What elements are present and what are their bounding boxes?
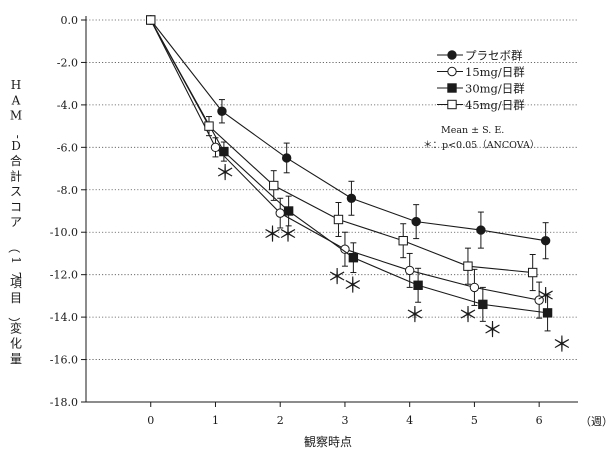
data-point-2-4 [413, 280, 423, 290]
stats-note-mean: Mean ± S. E. [441, 125, 504, 136]
data-point-2-2 [283, 206, 294, 216]
y-axis-title: H A M -D 合計スコア（ 1 7 項目）変化量 [7, 78, 25, 366]
data-point-1-6 [534, 295, 544, 305]
x-tick-label-1: 1 [212, 414, 219, 427]
legend: プラセボ群 15mg/日群 30mg/日群 45mg/日群 [437, 49, 525, 112]
y-axis-ticks: 0.0 -2.0 -4.0 -6.0 -8.0 -10.0 -12.0 -14.0 -16.0 -… [50, 14, 86, 409]
y-tick-label-3: -6.0 [57, 141, 78, 154]
y-tick-label-9: -18.0 [50, 396, 78, 409]
y-tick-label-4: -8.0 [57, 184, 78, 197]
legend-label-3: 45mg/日群 [465, 98, 525, 112]
data-point-3-1 [204, 121, 214, 131]
x-tick-label-3: 3 [341, 414, 348, 427]
significance-star-3: ＊ [327, 265, 348, 289]
data-point-3-3 [333, 214, 344, 225]
data-point-3-5 [463, 261, 473, 271]
legend-marker-2 [447, 83, 457, 93]
x-tick-label-4: 4 [406, 414, 413, 427]
y-tick-label-8: -16.0 [50, 354, 78, 367]
significance-star-7: ＊ [482, 318, 503, 342]
y-tick-label-1: -2.0 [57, 56, 78, 69]
legend-marker-3 [447, 99, 457, 110]
data-point-1-4 [404, 265, 415, 276]
data-point-0-2 [281, 153, 292, 163]
axes [85, 16, 578, 403]
significance-star-6: ＊ [457, 303, 478, 327]
data-point-0-6 [540, 236, 551, 246]
x-axis-title: 観察時点 [304, 435, 352, 449]
data-point-0-3 [346, 193, 357, 203]
data-point-3-4 [398, 236, 408, 246]
x-tick-label-6: 6 [536, 414, 543, 427]
x-tick-label-2: 2 [277, 414, 284, 427]
data-point-3-0 [146, 15, 156, 25]
significance-star-5: ＊ [404, 303, 425, 327]
data-point-0-1 [217, 106, 227, 116]
x-tick-label-5: 5 [471, 414, 478, 427]
data-point-2-6 [542, 308, 553, 318]
stats-note-pvalue: ＊：p<0.05（ANCOVA） [423, 139, 539, 151]
x-tick-label-0: 0 [147, 414, 154, 427]
series-3 [146, 15, 538, 292]
legend-label-1: 15mg/日群 [465, 65, 525, 79]
significance-star-8: ＊ [535, 284, 556, 308]
legend-label-2: 30mg/日群 [465, 82, 525, 96]
y-tick-label-0: 0.0 [61, 14, 79, 27]
data-point-2-5 [478, 299, 488, 310]
significance-star-9: ＊ [551, 333, 572, 357]
significance-star-4: ＊ [342, 273, 363, 297]
y-tick-label-2: -4.0 [57, 99, 78, 112]
x-axis-ticks: 0 1 2 3 4 5 6 [147, 402, 543, 427]
x-axis-unit: （週） [580, 415, 609, 428]
series-layer [146, 15, 553, 332]
y-tick-label-7: -14.0 [50, 311, 78, 324]
stats-note: Mean ± S. E. ＊：p<0.05（ANCOVA） [423, 125, 539, 151]
data-point-2-3 [348, 252, 359, 263]
data-point-2-1 [219, 146, 229, 157]
legend-label-0: プラセボ群 [465, 49, 523, 63]
data-point-0-5 [476, 225, 486, 235]
series-line-2 [150, 19, 548, 314]
legend-marker-1 [447, 66, 457, 77]
significance-star-2: ＊ [277, 222, 298, 246]
significance-star-1: ＊ [262, 222, 283, 246]
data-point-3-6 [527, 267, 538, 278]
data-point-0-4 [411, 216, 421, 227]
legend-marker-0 [447, 50, 457, 60]
data-point-1-5 [469, 282, 480, 293]
significance-star-0: ＊ [215, 161, 236, 185]
series-1 [146, 15, 544, 319]
data-point-1-2 [275, 208, 285, 218]
significance-markers: ＊＊＊＊＊＊ ＊＊＊＊ [215, 161, 573, 357]
data-point-3-2 [269, 180, 279, 191]
y-tick-label-6: -12.0 [50, 269, 78, 282]
data-point-1-1 [210, 142, 221, 153]
y-tick-label-5: -10.0 [50, 226, 78, 239]
